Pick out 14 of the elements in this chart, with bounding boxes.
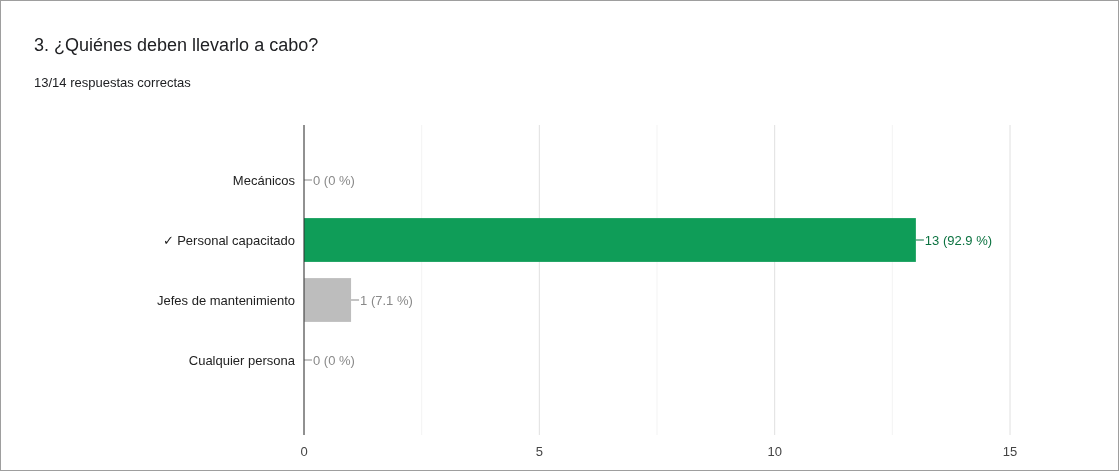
data-label: 0 (0 %) [313, 172, 355, 188]
x-tick-label: 5 [535, 444, 543, 459]
y-tick-label: Cualquier persona [188, 352, 296, 368]
y-tick-label: Mecánicos [232, 172, 296, 188]
data-label: 0 (0 %) [313, 352, 355, 368]
x-tick-label: 15 [1002, 444, 1018, 459]
text: 13/14 respuestas correctas [34, 75, 192, 90]
x-tick-label: 10 [767, 444, 782, 459]
chart-title: 3. ¿Quiénes deben llevarlo a cabo? [34, 35, 319, 55]
y-tick-label: ✓ Personal capacitado [162, 232, 295, 248]
data-label: 1 (7.1 %) [360, 292, 413, 308]
x-tick-label: 0 [300, 444, 308, 459]
y-tick-label: Jefes de mantenimiento [156, 292, 295, 308]
data-label: 13 (92.9 %) [924, 232, 993, 248]
